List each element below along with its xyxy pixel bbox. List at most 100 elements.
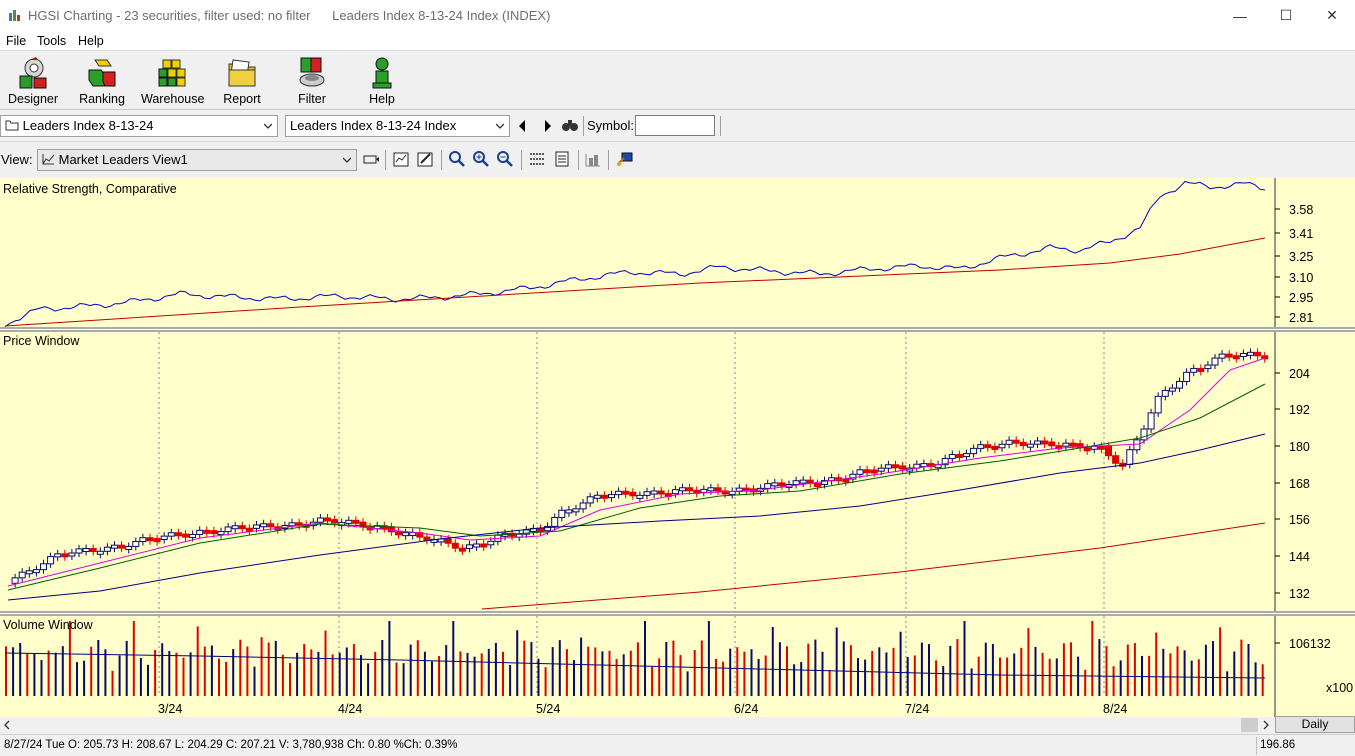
price-candle	[877, 467, 885, 472]
price-candle	[1133, 439, 1141, 451]
menu-help[interactable]: Help	[78, 34, 104, 48]
price-candle	[650, 490, 658, 495]
report-label: Report	[223, 92, 261, 106]
price-candle	[1019, 441, 1027, 447]
help-button[interactable]: Help	[351, 54, 413, 108]
close-button[interactable]: ✕	[1326, 7, 1338, 23]
price-candle	[1183, 371, 1191, 382]
mid-moving-average-line	[7, 383, 1266, 591]
minimize-button[interactable]: —	[1233, 7, 1247, 24]
price-candle	[423, 536, 431, 541]
price-candle	[409, 532, 417, 537]
chart-properties-icon[interactable]	[392, 150, 410, 168]
price-candle	[167, 532, 175, 537]
price-candle	[615, 490, 623, 496]
price-candle	[700, 488, 708, 493]
data-table-icon[interactable]	[553, 150, 571, 168]
view-value: Market Leaders View1	[58, 152, 188, 167]
warehouse-icon	[158, 59, 186, 87]
portfolio-select[interactable]: Leaders Index 8-13-24	[0, 115, 278, 137]
zoom-icon[interactable]	[448, 150, 466, 168]
window-title: HGSI Charting - 23 securities, filter us…	[28, 8, 551, 23]
menu-tools[interactable]: Tools	[37, 34, 67, 48]
zoom-in-icon[interactable]	[472, 150, 490, 168]
price-candle	[544, 525, 552, 532]
price-candle	[849, 473, 857, 480]
price-candle	[18, 571, 26, 579]
security-select[interactable]: Leaders Index 8-13-24 Index	[285, 115, 510, 137]
rs-tick-label: 3.58	[1289, 203, 1313, 217]
price-candle	[1126, 449, 1134, 465]
view-select[interactable]: Market Leaders View1	[37, 149, 357, 171]
rs-pane	[0, 178, 1275, 327]
price-candle	[1069, 442, 1077, 447]
security-value: Leaders Index 8-13-24 Index	[290, 118, 457, 133]
price-candle	[11, 577, 19, 584]
binoculars-icon[interactable]	[561, 116, 579, 134]
status-value: 196.86	[1256, 737, 1355, 755]
scroll-thumb[interactable]	[1241, 718, 1258, 732]
price-tick-label: 192	[1289, 403, 1310, 417]
price-candle	[224, 526, 232, 533]
flag-icon[interactable]	[616, 150, 634, 168]
price-candle	[111, 544, 118, 549]
price-candle	[1154, 395, 1162, 414]
period-button[interactable]: Daily	[1275, 716, 1355, 733]
chart-canvas[interactable]: Relative Strength, Comparative Price Win…	[0, 178, 1355, 717]
price-tick-label: 144	[1289, 550, 1310, 564]
price-candle	[1034, 440, 1041, 445]
price-candle	[551, 517, 559, 527]
price-candle	[153, 538, 161, 543]
zoom-out-icon[interactable]	[496, 150, 514, 168]
price-candle	[96, 550, 104, 555]
view-label: View:	[1, 152, 33, 167]
price-candle	[82, 548, 90, 553]
price-candle	[778, 482, 786, 487]
separator	[608, 150, 609, 170]
price-candle	[132, 541, 140, 547]
lines-icon[interactable]	[528, 150, 546, 168]
maximize-button[interactable]: ☐	[1279, 7, 1293, 23]
price-candle	[260, 523, 268, 528]
price-candle	[345, 519, 353, 524]
scroll-left-icon[interactable]	[2, 720, 12, 730]
scroll-right-icon[interactable]	[1261, 720, 1271, 730]
next-arrow-icon[interactable]	[538, 117, 556, 135]
main-toolbar: Designer Ranking Warehouse Report Filter	[0, 52, 1355, 110]
price-candle	[657, 490, 665, 495]
price-candle	[629, 491, 637, 497]
view-row: View: Market Leaders View1	[0, 145, 1355, 175]
previous-arrow-icon[interactable]	[514, 117, 532, 135]
price-candle	[679, 487, 686, 492]
price-candle	[1168, 387, 1176, 392]
warehouse-button[interactable]: Warehouse	[141, 54, 204, 108]
report-button[interactable]: Report	[211, 54, 273, 108]
price-candle	[508, 532, 516, 537]
price-candle	[47, 556, 55, 565]
view-settings-icon[interactable]	[362, 151, 380, 169]
bar-chart-icon[interactable]	[584, 150, 602, 168]
price-candle	[771, 482, 779, 487]
symbol-input[interactable]	[635, 115, 715, 136]
price-candle	[210, 530, 218, 535]
designer-icon	[19, 57, 47, 89]
price-candle	[1176, 380, 1183, 389]
price-candle	[466, 544, 473, 549]
designer-button[interactable]: Designer	[2, 54, 64, 108]
menu-file[interactable]: File	[6, 34, 27, 48]
rs-tick-label: 3.10	[1289, 271, 1313, 285]
price-candle	[402, 532, 410, 537]
price-candle	[480, 543, 488, 548]
rs-axis	[1275, 178, 1355, 327]
edit-indicators-icon[interactable]	[416, 150, 434, 168]
rs-tick-label: 2.95	[1289, 291, 1313, 305]
horizontal-scrollbar[interactable]	[0, 717, 1272, 733]
separator	[583, 116, 584, 136]
price-candle	[125, 545, 133, 550]
filter-button[interactable]: Filter	[281, 54, 343, 108]
x-axis-label: 6/24	[734, 702, 758, 716]
rs-tick-label: 3.25	[1289, 250, 1313, 264]
price-candle	[813, 482, 821, 487]
price-tick-label: 204	[1289, 367, 1310, 381]
ranking-button[interactable]: Ranking	[71, 54, 133, 108]
